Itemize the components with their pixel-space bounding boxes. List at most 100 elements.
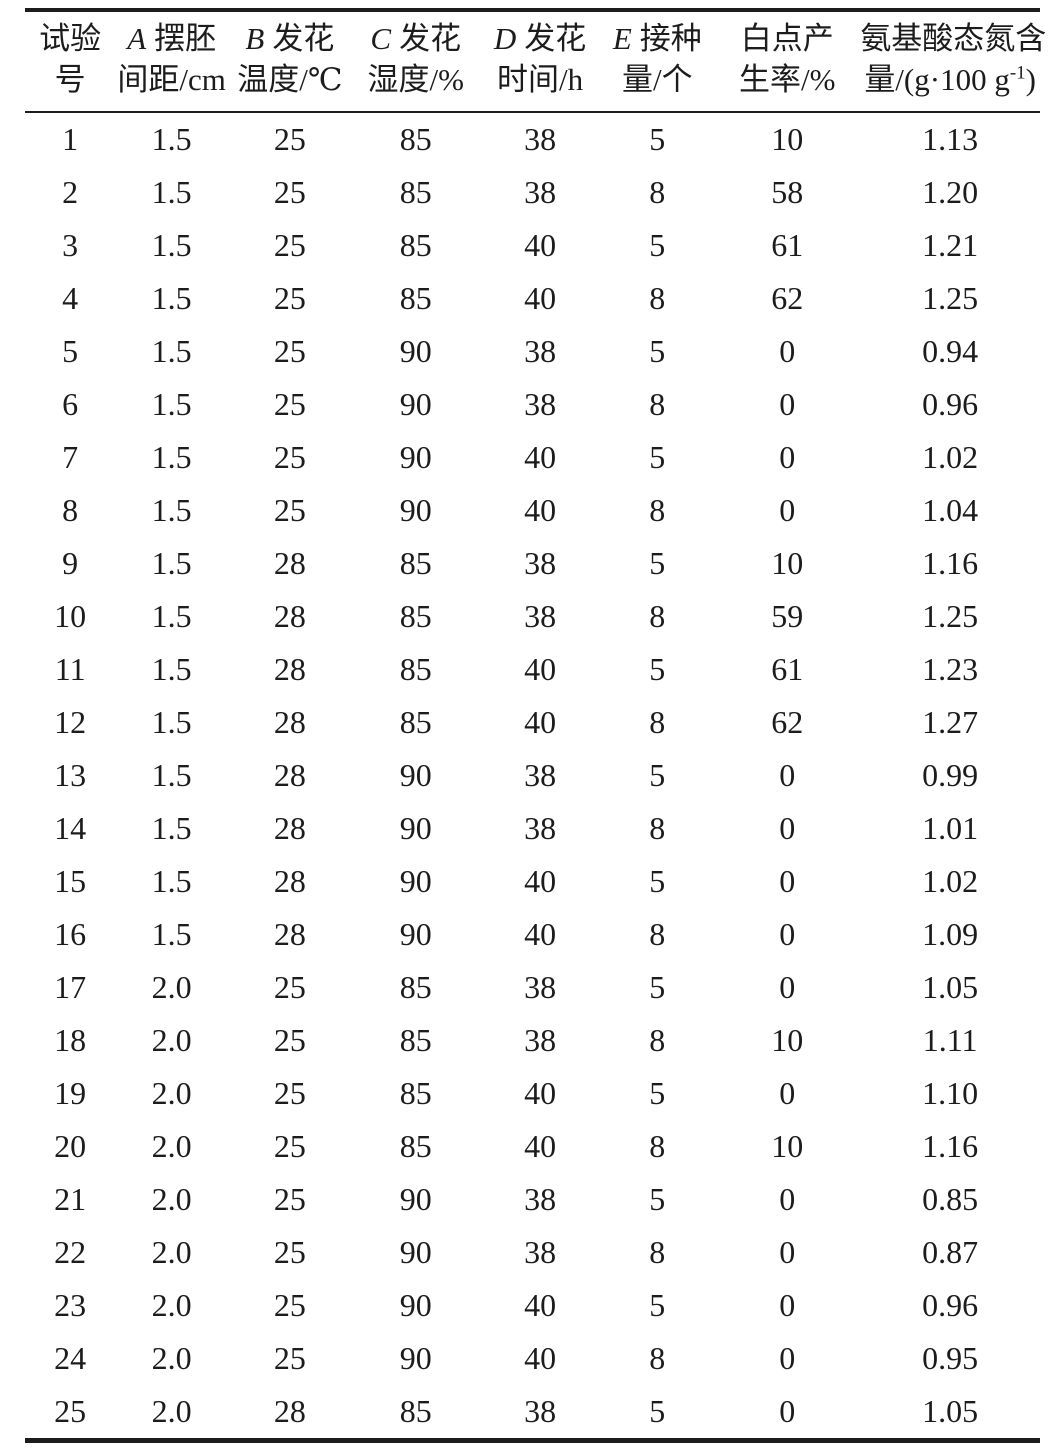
table-cell: 1.25	[922, 280, 979, 316]
table-cell: 1.01	[922, 810, 979, 846]
table-cell: 2.0	[151, 1022, 192, 1058]
table-cell: 38	[524, 1234, 557, 1270]
table-cell: 6	[62, 386, 79, 422]
table-cell: 25	[273, 174, 306, 210]
table-cell: 0.94	[922, 333, 979, 369]
table-cell: 28	[273, 916, 306, 952]
factor-letter: E	[612, 21, 632, 56]
table-cell: 40	[524, 1075, 557, 1111]
table-cell: 1.5	[151, 333, 192, 369]
table-cell: 0.96	[922, 386, 979, 422]
table-cell: 25	[54, 1393, 87, 1429]
table-cell: 1.5	[151, 174, 192, 210]
table-cell: 9	[62, 545, 79, 581]
table-cell: 2.0	[151, 1234, 192, 1270]
table-cell: 38	[524, 386, 557, 422]
table-cell: 90	[399, 386, 432, 422]
factor-letter: A	[127, 21, 147, 56]
table-cell: 85	[399, 174, 432, 210]
header-line1: 氨基酸态氮含	[860, 21, 1047, 56]
table-row: 24 2.0 25 90 40 8 0 0.95	[25, 1332, 1040, 1385]
header-line2: 生率/%	[739, 62, 836, 97]
table-cell: 40	[524, 280, 557, 316]
table-row: 6 1.5 25 90 38 8 0 0.96	[25, 378, 1040, 431]
factor-letter: B	[245, 21, 265, 56]
table-cell: 85	[399, 969, 432, 1005]
table-cell: 5	[649, 1075, 666, 1111]
table-cell: 20	[54, 1128, 87, 1164]
table-cell: 1.02	[922, 439, 979, 475]
header-line1: 试验	[39, 21, 102, 56]
table-cell: 5	[649, 227, 666, 263]
table-cell: 90	[399, 1287, 432, 1323]
col-header-white-spot-rate: 白点产 生率/%	[714, 10, 861, 113]
table-cell: 28	[273, 757, 306, 793]
table-cell: 1.05	[922, 969, 979, 1005]
header-line1: 发花	[399, 21, 462, 56]
table-cell: 1.5	[151, 545, 192, 581]
table-cell: 3	[62, 227, 79, 263]
table-cell: 90	[399, 333, 432, 369]
table-cell: 25	[273, 1340, 306, 1376]
table-cell: 40	[524, 439, 557, 475]
table-cell: 0	[779, 386, 796, 422]
table-cell: 1.16	[922, 1128, 979, 1164]
table-cell: 0	[779, 916, 796, 952]
table-cell: 8	[649, 1022, 666, 1058]
table-row: 14 1.5 28 90 38 8 0 1.01	[25, 802, 1040, 855]
table-cell: 1.05	[922, 1393, 979, 1429]
table-cell: 1.5	[151, 121, 192, 157]
table-cell: 85	[399, 227, 432, 263]
table-cell: 38	[524, 545, 557, 581]
header-line2: 时间/h	[497, 62, 584, 97]
table-cell: 25	[273, 1287, 306, 1323]
table-cell: 1.5	[151, 280, 192, 316]
table-cell: 2.0	[151, 969, 192, 1005]
table-cell: 85	[399, 1393, 432, 1429]
table-cell: 62	[771, 280, 804, 316]
table-cell: 2.0	[151, 1181, 192, 1217]
table-cell: 0	[779, 492, 796, 528]
table-cell: 28	[273, 651, 306, 687]
table-cell: 38	[524, 757, 557, 793]
table-cell: 25	[273, 969, 306, 1005]
table-cell: 1.25	[922, 598, 979, 634]
table-cell: 0	[779, 810, 796, 846]
table-cell: 0	[779, 1075, 796, 1111]
table-cell: 0.99	[922, 757, 979, 793]
table-cell: 90	[399, 1340, 432, 1376]
table-cell: 90	[399, 863, 432, 899]
orthogonal-experiment-table: 试验 号 A 摆胚 间距/cm B 发花 温度/℃ C 发花 湿度/% D 发花 时	[25, 8, 1046, 1443]
table-cell: 90	[399, 810, 432, 846]
table-cell: 5	[649, 1287, 666, 1323]
table-cell: 5	[649, 757, 666, 793]
table-cell: 0	[779, 1234, 796, 1270]
table-cell: 18	[54, 1022, 87, 1058]
header-line2: 号	[54, 62, 86, 97]
table-cell: 40	[524, 227, 557, 263]
table-row: 5 1.5 25 90 38 5 0 0.94	[25, 325, 1040, 378]
table-cell: 10	[771, 121, 804, 157]
table-cell: 2.0	[151, 1340, 192, 1376]
table-row: 8 1.5 25 90 40 8 0 1.04	[25, 484, 1040, 537]
table-cell: 28	[273, 704, 306, 740]
table-row: 10 1.5 28 85 38 8 59 1.25	[25, 590, 1040, 643]
table-cell: 1.5	[151, 651, 192, 687]
table-cell: 90	[399, 439, 432, 475]
table-cell: 1.21	[922, 227, 979, 263]
table-cell: 8	[649, 1128, 666, 1164]
table-cell: 0	[779, 863, 796, 899]
table-cell: 8	[62, 492, 79, 528]
table-cell: 10	[771, 1128, 804, 1164]
table-cell: 15	[54, 863, 87, 899]
table-cell: 90	[399, 757, 432, 793]
table-cell: 25	[273, 1075, 306, 1111]
table-cell: 1.5	[151, 757, 192, 793]
unit-superscript: -1	[1009, 62, 1026, 84]
table-cell: 25	[273, 333, 306, 369]
table-cell: 1	[62, 121, 79, 157]
table-cell: 90	[399, 1234, 432, 1270]
table-cell: 21	[54, 1181, 87, 1217]
table-cell: 85	[399, 1128, 432, 1164]
